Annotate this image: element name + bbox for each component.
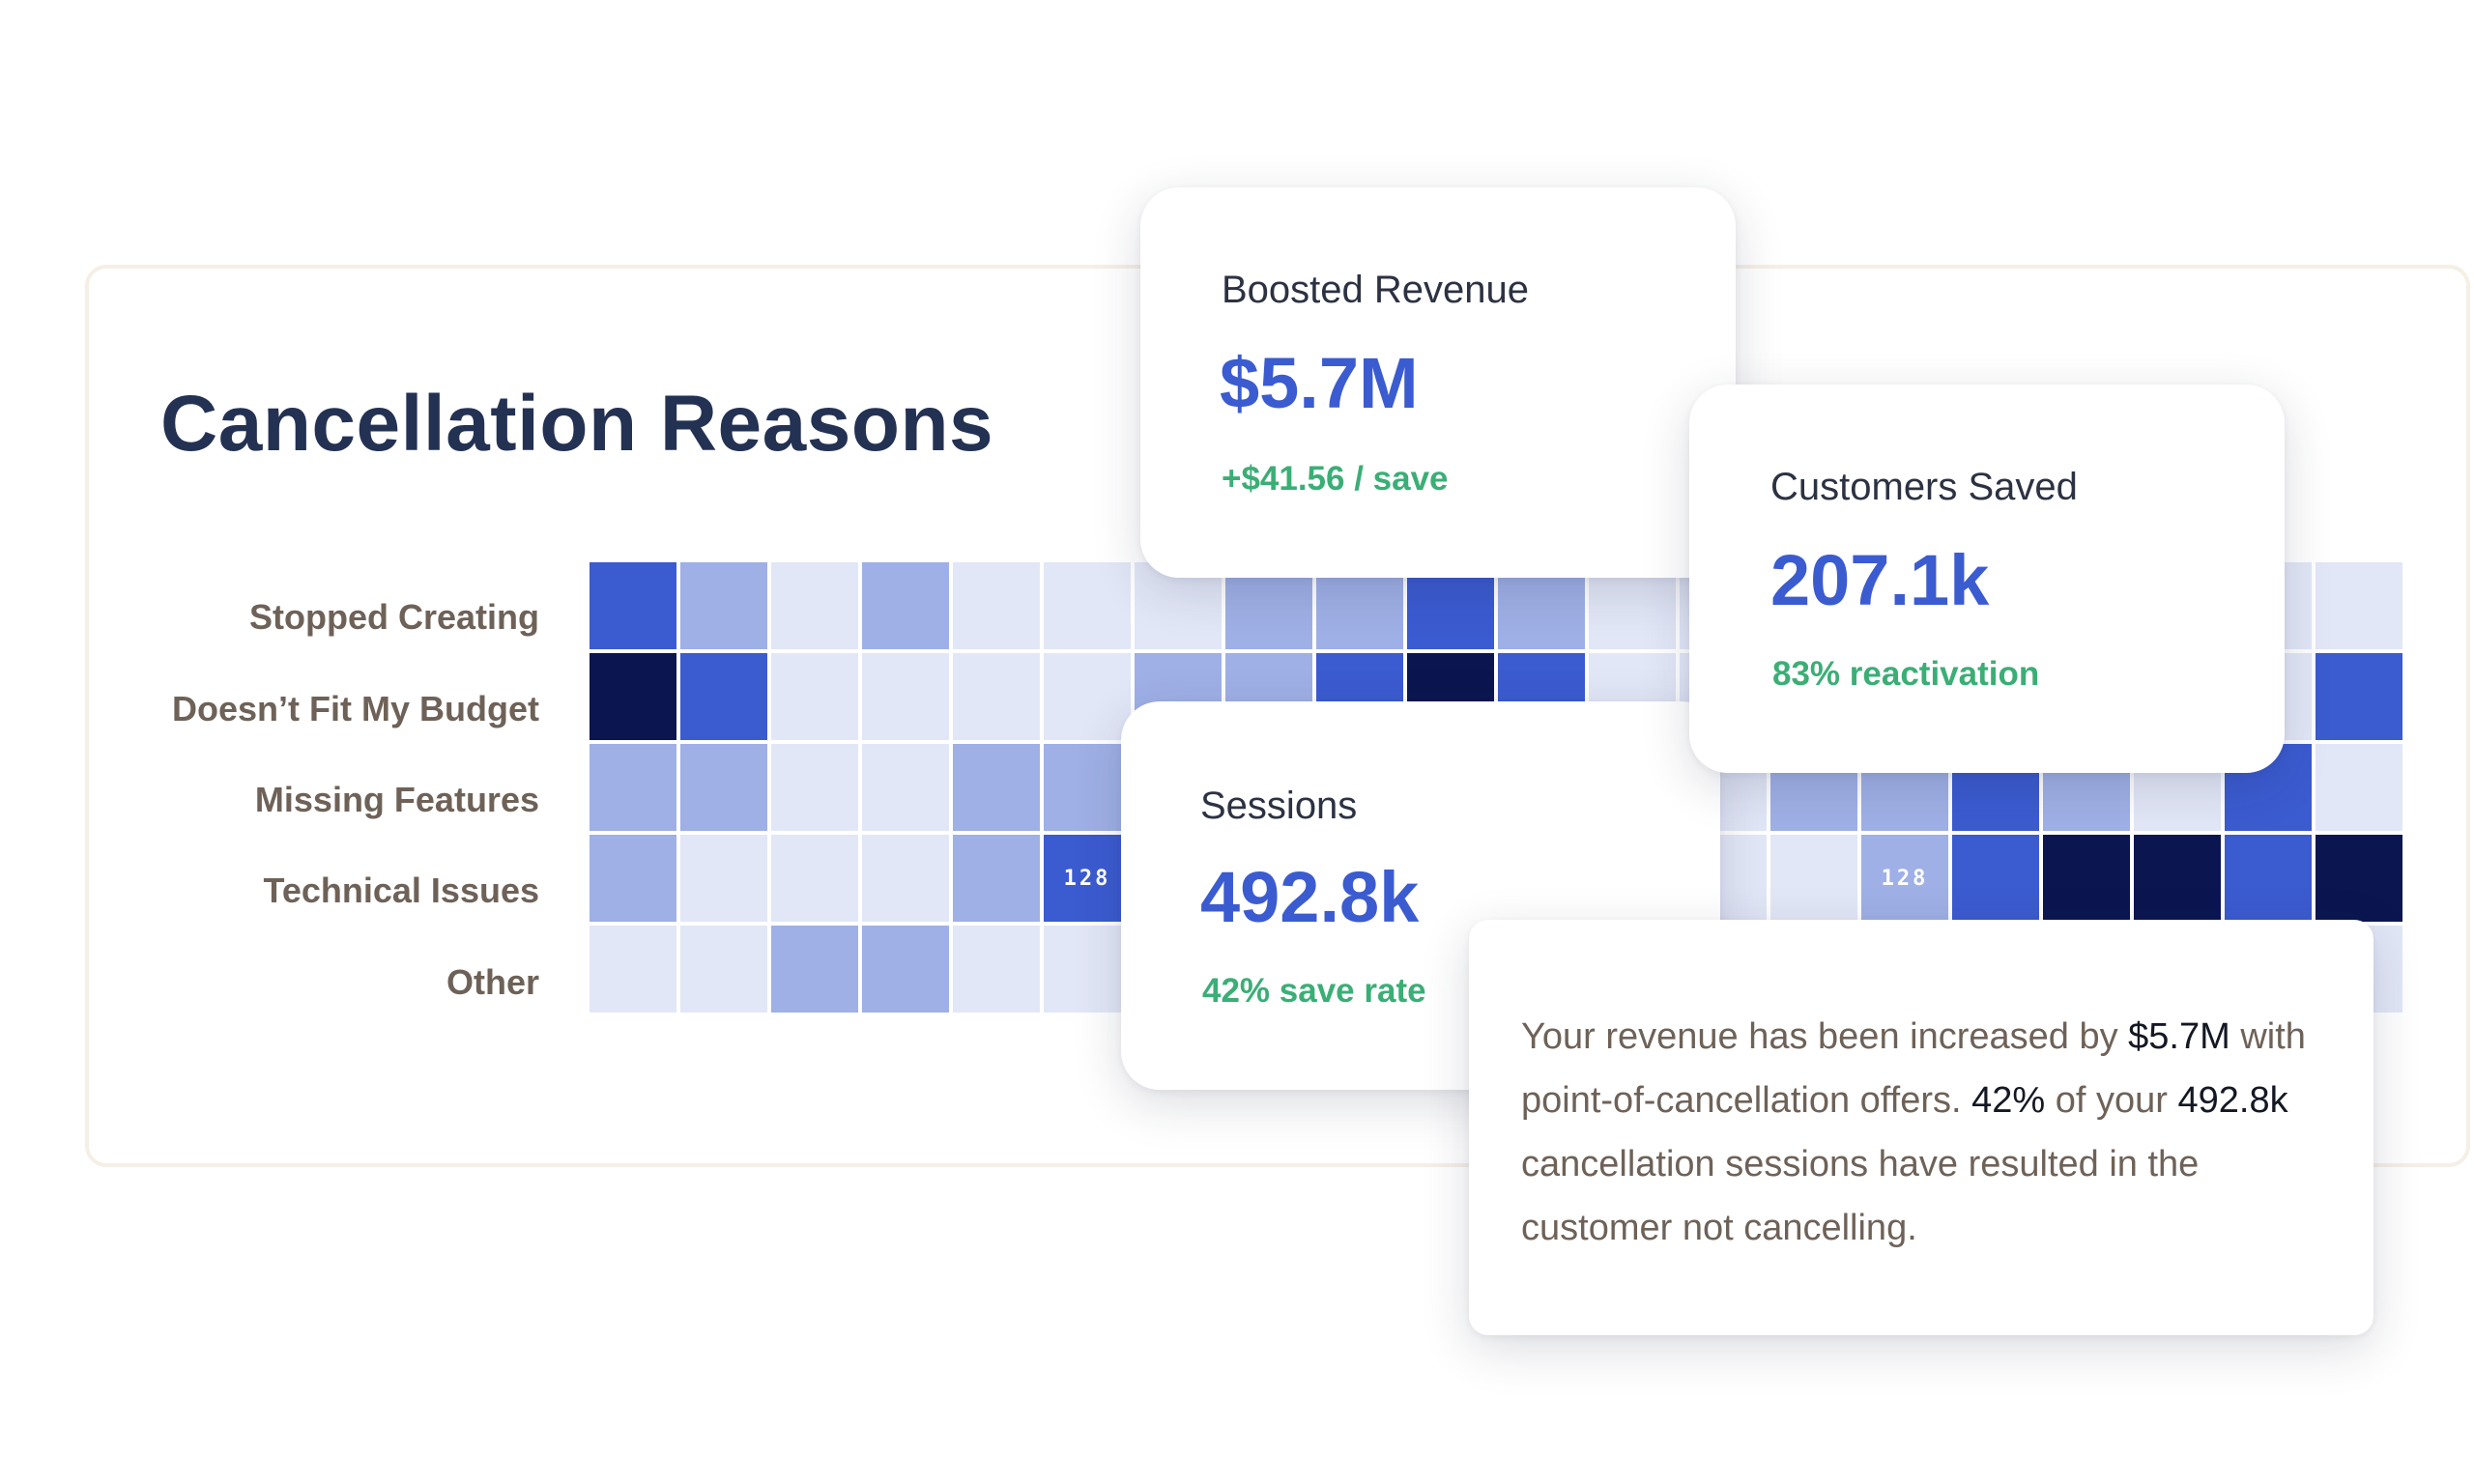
heatmap-cell [590,562,676,649]
heatmap-cell [590,744,676,831]
heatmap-cell [1952,835,2039,922]
sessions-sub: 42% save rate [1202,972,1426,1010]
sessions-value: 492.8k [1200,857,1420,937]
summary-sessions: 492.8k [2177,1080,2288,1121]
customers-sub: 83% reactivation [1772,655,2040,693]
heatmap-cell [2316,562,2402,649]
heatmap-cell-label: 128 [1861,835,1948,922]
heatmap-cell [1044,653,1131,740]
heatmap-cell [862,835,949,922]
heatmap-cell [680,653,767,740]
row-label-missing-features: Missing Features [254,780,539,819]
heatmap-cell [1044,926,1131,1013]
summary-part-1: Your revenue has been increased by [1521,1016,2129,1057]
revenue-value: $5.7M [1220,343,1419,423]
heatmap-cell [1044,744,1131,831]
summary-save-rate: 42% [1971,1080,2046,1121]
heatmap-cell [953,653,1040,740]
heatmap-cell [680,835,767,922]
customers-value: 207.1k [1770,540,1990,620]
panel-title: Cancellation Reasons [160,380,994,468]
heatmap-cell [2316,744,2402,831]
heatmap-cell [953,835,1040,922]
heatmap-cell [1770,835,1857,922]
row-label-stopped-creating: Stopped Creating [248,597,539,637]
summary-card: Your revenue has been increased by $5.7M… [1469,920,2373,1335]
heatmap-cell [590,835,676,922]
heatmap-cell [771,926,858,1013]
heatmap-cell [862,562,949,649]
summary-part-2: with point-of-cancellation offers. [1521,1016,2306,1121]
sessions-label: Sessions [1200,785,1358,827]
heatmap-cell [771,835,858,922]
boosted-revenue-card: Boosted Revenue $5.7M +$41.56 / save [1140,187,1736,578]
heatmap-cell [590,926,676,1013]
heatmap-cell [680,926,767,1013]
summary-part-3: of your [2045,1080,2178,1121]
summary-text: Your revenue has been increased by $5.7M… [1521,1005,2335,1260]
summary-part-4: cancellation sessions have resulted in t… [1521,1144,2200,1248]
revenue-sub: +$41.56 / save [1222,460,1449,498]
heatmap-cell [862,653,949,740]
heatmap-cell [680,744,767,831]
heatmap-cell-label: 128 [1044,835,1131,922]
heatmap-cell [2043,835,2130,922]
heatmap-cell [2225,835,2312,922]
heatmap-cell [771,562,858,649]
summary-revenue: $5.7M [2128,1016,2230,1057]
heatmap-cell [680,562,767,649]
heatmap-cell [771,653,858,740]
heatmap-cell [953,744,1040,831]
revenue-label: Boosted Revenue [1222,269,1530,311]
row-label-technical-issues: Technical Issues [263,870,539,910]
heatmap-cell [2316,835,2402,922]
customers-label: Customers Saved [1770,466,2078,508]
heatmap-cell [953,926,1040,1013]
row-label-budget: Doesn’t Fit My Budget [172,689,539,728]
customers-saved-card: Customers Saved 207.1k 83% reactivation [1689,385,2285,773]
heatmap-cell [590,653,676,740]
heatmap-cell [2134,835,2221,922]
row-label-other: Other [446,962,539,1002]
heatmap-cell [1044,562,1131,649]
heatmap-cell [771,744,858,831]
heatmap-cell [2316,653,2402,740]
heatmap-cell [862,744,949,831]
heatmap-cell [862,926,949,1013]
heatmap-cell [953,562,1040,649]
